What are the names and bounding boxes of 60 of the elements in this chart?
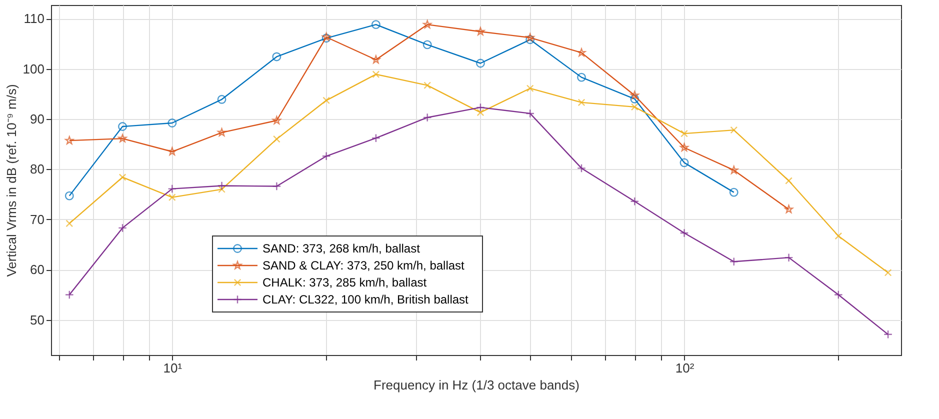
point bbox=[168, 147, 176, 156]
point bbox=[577, 164, 586, 173]
legend-label: CHALK: 373, 285 km/h, ballast bbox=[262, 276, 428, 290]
point bbox=[372, 55, 380, 64]
point bbox=[577, 48, 586, 56]
point bbox=[476, 58, 485, 68]
point bbox=[65, 136, 74, 144]
point bbox=[730, 166, 738, 174]
point bbox=[476, 102, 485, 112]
point bbox=[526, 108, 535, 118]
point bbox=[424, 82, 432, 90]
x-tick-label: 10² bbox=[675, 360, 695, 376]
point bbox=[218, 186, 226, 193]
point bbox=[577, 72, 586, 82]
point bbox=[729, 257, 738, 266]
point bbox=[168, 194, 176, 202]
point bbox=[680, 158, 689, 168]
x-tick-label: 10¹ bbox=[163, 360, 183, 376]
point bbox=[168, 118, 177, 128]
point bbox=[834, 290, 843, 300]
point bbox=[322, 96, 330, 104]
x-axis-title: Frequency in Hz (1/3 octave bands) bbox=[374, 378, 580, 392]
point bbox=[834, 232, 842, 240]
y-tick-label: 110 bbox=[24, 11, 44, 26]
point bbox=[884, 330, 893, 339]
point bbox=[680, 228, 689, 238]
point bbox=[729, 188, 738, 197]
point bbox=[422, 113, 432, 122]
y-tick-label: 70 bbox=[30, 212, 44, 227]
point bbox=[217, 181, 226, 190]
point bbox=[680, 143, 689, 152]
point bbox=[730, 126, 738, 134]
legend-label: SAND: 373, 268 km/h, ballast bbox=[262, 242, 421, 256]
y-tick-label: 100 bbox=[22, 61, 44, 76]
y-tick-label: 60 bbox=[30, 262, 44, 278]
point bbox=[423, 20, 432, 28]
point bbox=[217, 94, 226, 104]
y-tick-label: 80 bbox=[30, 162, 44, 177]
point bbox=[526, 33, 534, 42]
point bbox=[884, 268, 892, 276]
y-tick-label: 50 bbox=[30, 312, 44, 328]
point bbox=[64, 191, 74, 200]
legend-label: SAND & CLAY: 373, 250 km/h, ballast bbox=[262, 258, 466, 272]
point bbox=[578, 98, 586, 106]
legend-label: CLAY: CL322, 100 km/h, British ballast bbox=[262, 292, 470, 306]
point bbox=[64, 290, 74, 300]
y-axis-title: Vertical Vrms in dB (ref. 10⁻⁹ m/s) bbox=[4, 84, 19, 277]
point bbox=[526, 35, 535, 44]
point bbox=[526, 84, 534, 92]
point bbox=[322, 34, 331, 43]
point bbox=[371, 20, 380, 30]
point bbox=[322, 152, 331, 161]
point bbox=[680, 130, 688, 138]
point bbox=[66, 220, 74, 228]
y-tick-label: 90 bbox=[30, 111, 44, 126]
point bbox=[372, 70, 380, 78]
point bbox=[422, 40, 432, 50]
point bbox=[168, 184, 177, 194]
point bbox=[371, 134, 380, 143]
point bbox=[217, 128, 226, 136]
